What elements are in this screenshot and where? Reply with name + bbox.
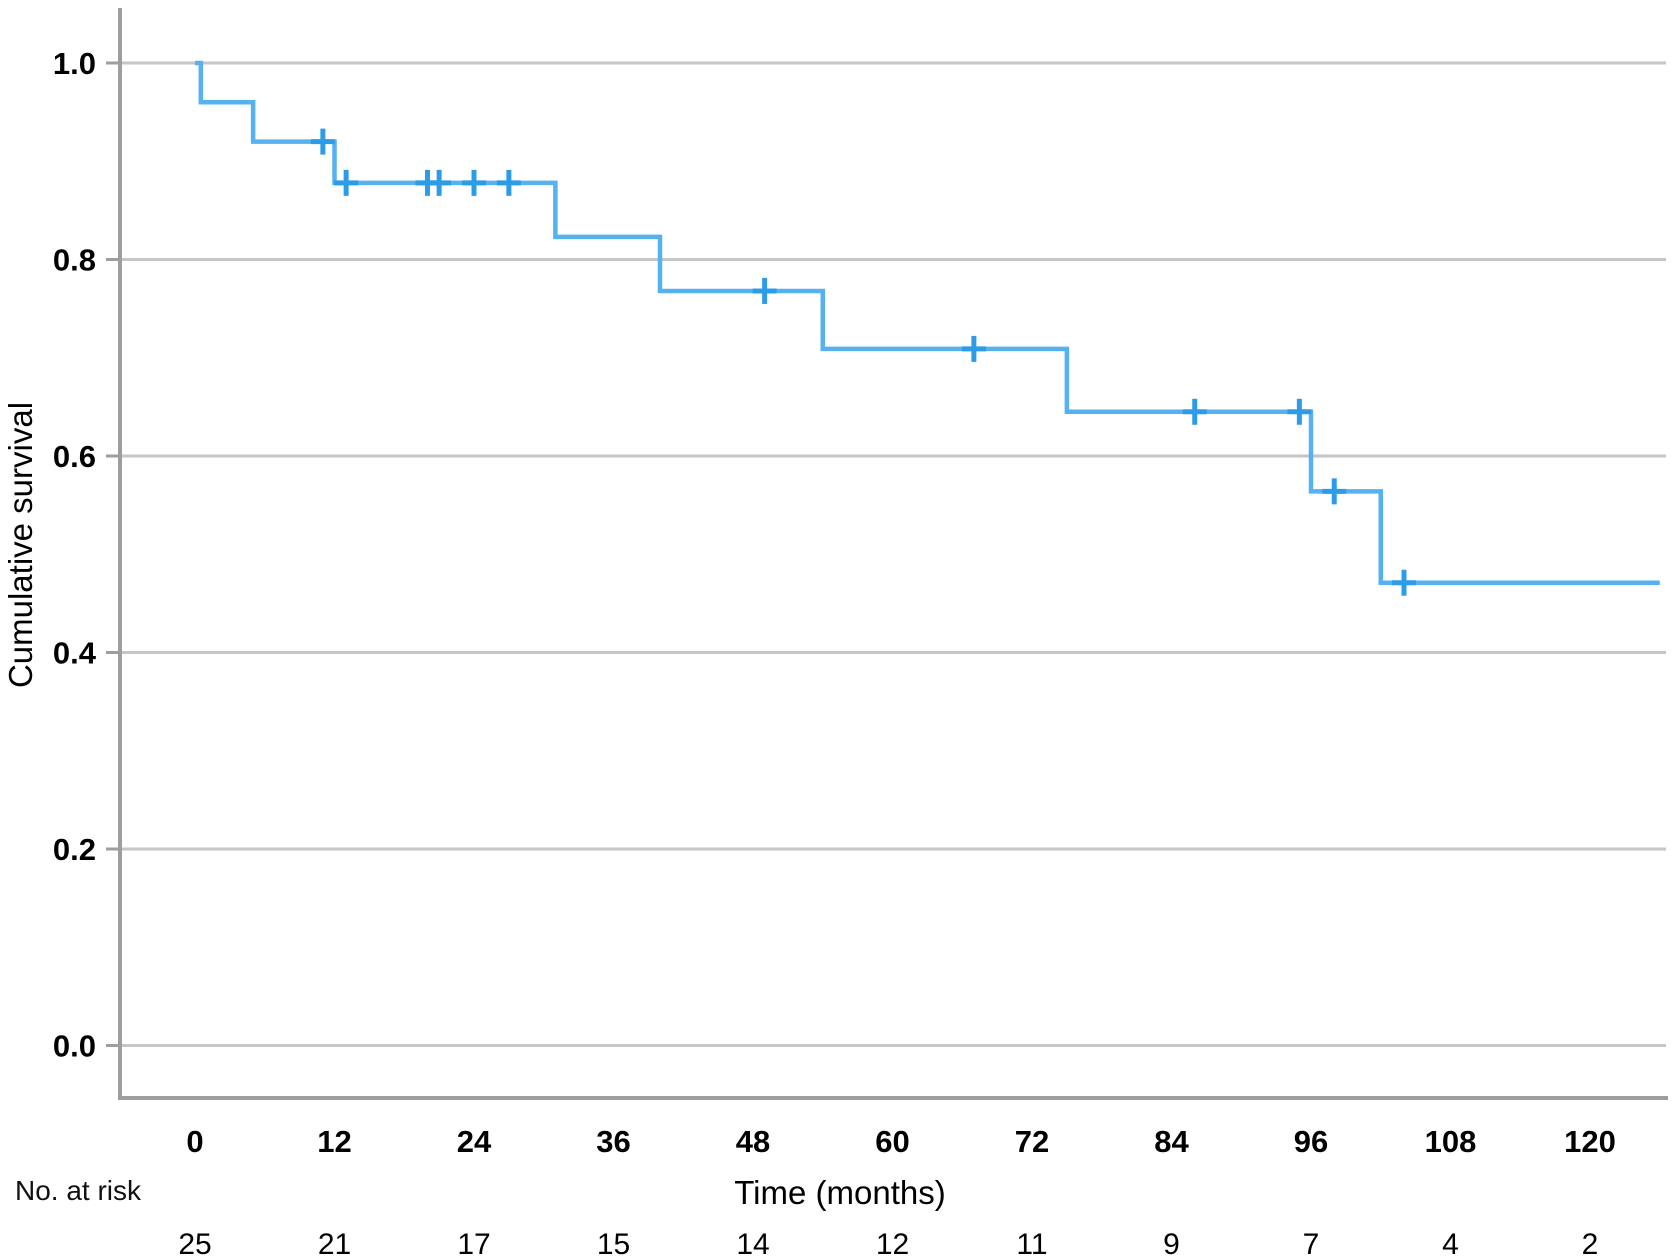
survival-step-curve (195, 60, 1660, 585)
y-tick-label: 0.8 (53, 243, 96, 278)
x-tick-label: 60 (875, 1124, 909, 1159)
at-risk-row-label: No. at risk (15, 1175, 142, 1206)
at-risk-count: 12 (876, 1228, 909, 1260)
censor-mark (310, 128, 335, 155)
x-tick-label: 96 (1294, 1124, 1328, 1159)
at-risk-count: 17 (457, 1228, 490, 1260)
at-risk-count: 15 (597, 1228, 630, 1260)
y-tick-label: 0.6 (53, 439, 96, 474)
censor-mark (1392, 569, 1416, 596)
y-tick-label: 1.0 (53, 46, 96, 81)
at-risk-count: 25 (178, 1228, 211, 1260)
at-risk-count: 9 (1163, 1228, 1180, 1260)
censor-mark (961, 335, 986, 362)
at-risk-count: 7 (1303, 1228, 1320, 1260)
gridlines-group (120, 61, 1666, 1047)
at-risk-count: 4 (1442, 1228, 1459, 1260)
censor-mark (752, 277, 777, 304)
x-tick-label: 24 (457, 1124, 492, 1159)
x-tick-label: 72 (1015, 1124, 1049, 1159)
x-tick-label: 48 (736, 1124, 770, 1159)
censor-mark (462, 169, 486, 196)
at-risk-count: 21 (318, 1228, 351, 1260)
at-risk-counts-group: 25 21 17 15 14 12 11 9 7 4 2 (178, 1228, 1598, 1260)
x-tick-label: 12 (317, 1124, 351, 1159)
x-tick-label: 84 (1154, 1124, 1189, 1159)
y-tick-labels-group: 1.0 0.8 0.6 0.4 0.2 0.0 (53, 46, 97, 1064)
x-axis-title: Time (months) (734, 1174, 945, 1211)
x-tick-labels-group: 0 12 24 36 48 60 72 84 96 108 120 (186, 1124, 1615, 1159)
x-tick-label: 36 (596, 1124, 630, 1159)
censor-mark (427, 169, 452, 196)
censor-mark (1322, 478, 1347, 505)
x-tick-label: 0 (186, 1124, 203, 1159)
censor-mark (334, 169, 359, 196)
censor-marks-group (310, 128, 1416, 596)
axes-group (106, 8, 1668, 1100)
censor-mark (496, 169, 521, 196)
x-tick-label: 120 (1564, 1124, 1616, 1159)
y-tick-label: 0.2 (53, 832, 96, 867)
y-tick-label: 0.4 (53, 636, 97, 671)
at-risk-count: 14 (736, 1228, 769, 1260)
at-risk-count: 2 (1582, 1228, 1599, 1260)
survival-curve-group (195, 60, 1660, 585)
y-tick-label: 0.0 (53, 1029, 96, 1064)
at-risk-count: 11 (1016, 1228, 1047, 1260)
x-tick-label: 108 (1425, 1124, 1477, 1159)
y-axis-title: Cumulative survival (2, 402, 39, 688)
censor-mark (1287, 398, 1312, 425)
censor-mark (1182, 398, 1207, 425)
